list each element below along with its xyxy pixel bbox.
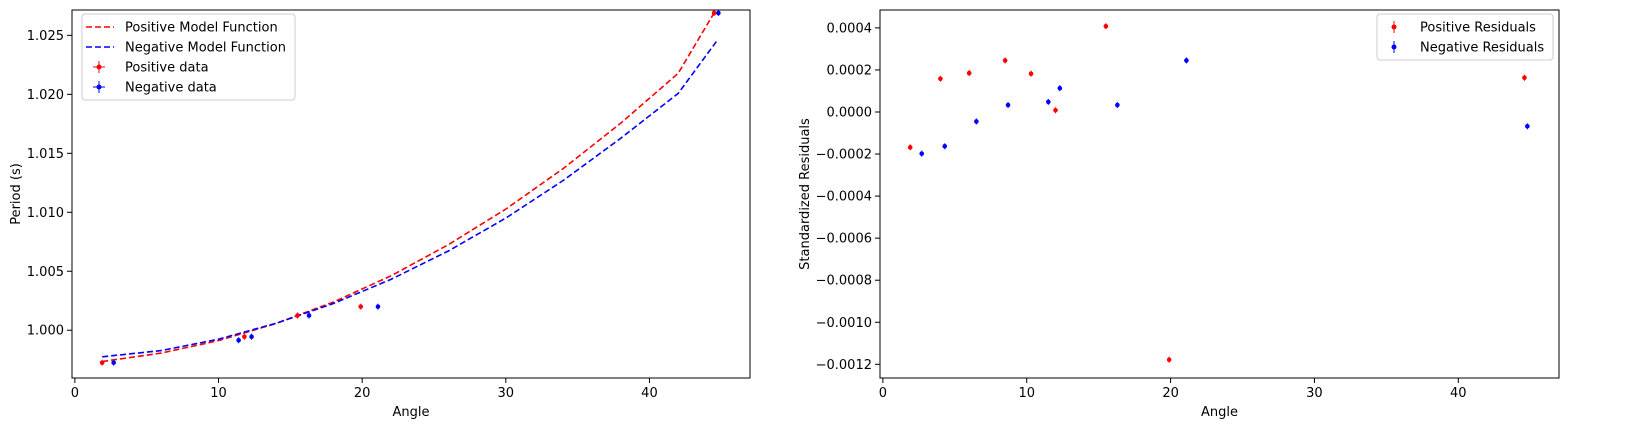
data-point-3-4 [375, 304, 381, 309]
axes-frame [879, 9, 1560, 379]
legend-marker-1 [1391, 44, 1397, 50]
data-point-0-0 [907, 145, 913, 150]
data-point-0-5 [1053, 108, 1058, 113]
data-point-2-2 [295, 313, 300, 318]
y-tick-label-6: 0.0000 [827, 105, 873, 120]
x-axis-label: Angle [1201, 405, 1238, 420]
data-point-1-2 [974, 119, 979, 124]
data-point-2-3 [358, 304, 364, 309]
legend-marker-2 [96, 64, 102, 70]
x-tick-label-2: 20 [1162, 386, 1179, 401]
data-point-1-1 [942, 143, 948, 149]
data-point-1-6 [1115, 102, 1120, 108]
legend: Positive Residuals Negative Residuals [1376, 13, 1554, 61]
data-point-2-0 [99, 360, 105, 365]
x-tick-label-0: 0 [879, 386, 887, 401]
x-tick-label-1: 10 [1018, 386, 1035, 401]
legend-marker-3 [96, 84, 102, 90]
y-tick-label-4: −0.0004 [816, 190, 872, 205]
data-point-2-4 [711, 10, 717, 16]
data-point-0-8 [1522, 75, 1527, 81]
data-point-3-3 [306, 313, 312, 318]
series-line-0 [102, 12, 715, 363]
legend-label-3: Negative data [125, 81, 217, 96]
x-tick-label-4: 40 [641, 386, 658, 401]
data-point-1-7 [1184, 58, 1189, 63]
x-tick-label-4: 40 [1450, 386, 1467, 401]
y-tick-label-5: −0.0002 [816, 148, 872, 163]
data-point-0-6 [1103, 23, 1109, 29]
y-tick-label-7: 0.0002 [827, 63, 873, 78]
data-point-1-4 [1046, 99, 1051, 105]
legend-marker-0 [1391, 24, 1397, 30]
y-tick-label-3: −0.0006 [816, 232, 872, 247]
data-point-0-2 [966, 70, 972, 76]
x-axis-label: Angle [393, 405, 430, 420]
x-tick-label-0: 0 [71, 386, 79, 401]
data-point-0-4 [1028, 71, 1034, 77]
legend-label-0: Positive Model Function [125, 21, 278, 36]
data-point-0-7 [1166, 357, 1172, 363]
residuals-vs-angle-chart: 0 10 20 30 40 −0.0012 −0.0010 −0.0008 −0.0006 −0.… [798, 9, 1560, 420]
x-tick-label-2: 20 [354, 386, 371, 401]
period-vs-angle-chart: 0 10 20 30 40 1.000 1.005 1.010 1.015 1.020 1.025 A… [9, 9, 751, 420]
y-axis-label: Standardized Residuals [798, 118, 813, 270]
y-tick-label-3: 1.015 [27, 147, 64, 162]
y-axis-label: Period (s) [9, 163, 24, 225]
legend-label-1: Negative Residuals [1420, 41, 1544, 56]
y-tick-label-0: 1.000 [27, 324, 64, 339]
data-point-0-1 [938, 76, 943, 82]
data-point-1-5 [1057, 85, 1063, 91]
data-point-3-1 [236, 337, 241, 343]
y-tick-label-8: 0.0004 [827, 21, 873, 36]
axes-frame [71, 9, 751, 379]
x-tick-label-3: 30 [498, 386, 515, 401]
data-point-3-0 [111, 360, 116, 365]
data-point-3-2 [249, 334, 254, 340]
y-tick-label-1: −0.0010 [816, 316, 872, 331]
data-point-0-3 [1002, 58, 1008, 63]
data-point-1-8 [1525, 123, 1530, 129]
x-tick-label-1: 10 [210, 386, 227, 401]
legend-label-0: Positive Residuals [1420, 21, 1536, 36]
y-tick-label-0: −0.0012 [816, 358, 872, 373]
y-tick-label-1: 1.005 [27, 265, 64, 280]
data-point-2-1 [242, 334, 247, 340]
legend: Positive Model Function Negative Model Fu… [81, 13, 296, 101]
data-point-3-5 [716, 10, 721, 16]
data-point-1-0 [919, 151, 925, 156]
x-tick-label-3: 30 [1306, 386, 1323, 401]
data-point-1-3 [1005, 102, 1011, 108]
y-tick-label-5: 1.025 [27, 29, 64, 44]
y-tick-label-2: 1.010 [27, 206, 64, 221]
legend-label-1: Negative Model Function [125, 41, 286, 56]
y-tick-label-4: 1.020 [27, 88, 64, 103]
legend-label-2: Positive data [125, 61, 209, 76]
y-tick-label-2: −0.0008 [816, 274, 872, 289]
